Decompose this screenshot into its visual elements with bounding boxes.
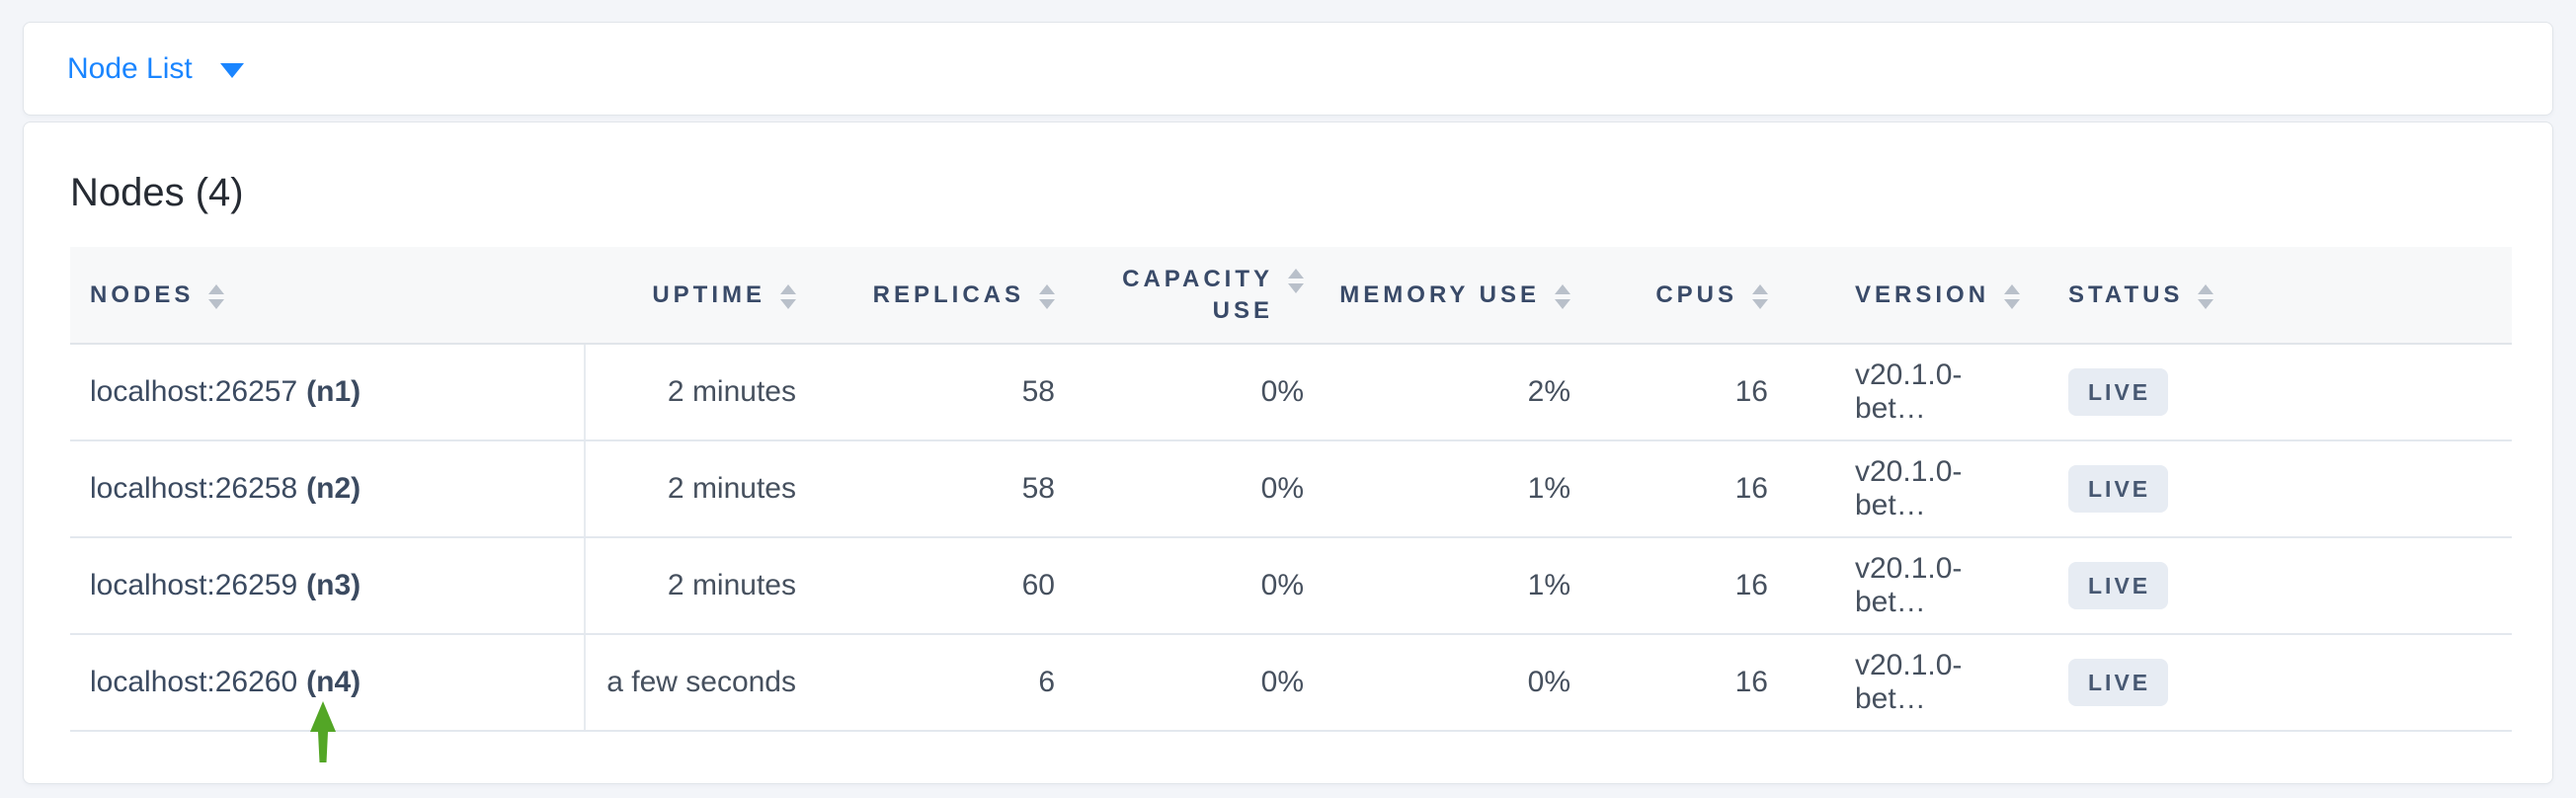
version-cell: v20.1.0-bet…	[1796, 537, 2025, 635]
cpus-cell: 16	[1598, 634, 1796, 732]
replicas-cell: 60	[824, 537, 1083, 635]
node-id: (n4)	[306, 666, 362, 698]
view-selector-label: Node List	[67, 51, 193, 85]
memory-use-cell: 1%	[1331, 537, 1598, 635]
sort-arrows-icon	[1039, 283, 1055, 309]
uptime-cell: 2 minutes	[585, 537, 824, 635]
version-cell: v20.1.0-bet…	[1796, 344, 2025, 441]
sort-arrows-icon	[1555, 283, 1570, 309]
column-header-nodes[interactable]: NODES	[70, 247, 585, 345]
cpus-cell: 16	[1598, 440, 1796, 538]
cpus-cell: 16	[1598, 537, 1796, 635]
status-cell: LIVE	[2025, 634, 2512, 732]
sort-arrows-icon	[2004, 283, 2021, 309]
capacity-use-cell: 0%	[1083, 634, 1331, 732]
column-header-cpus[interactable]: CPUS	[1598, 247, 1796, 345]
replicas-cell: 58	[824, 440, 1083, 538]
nodes-panel: Nodes (4) NODES UPTIME	[23, 121, 2553, 784]
column-header-memory-use[interactable]: MEMORY USE	[1331, 247, 1598, 345]
memory-use-cell: 2%	[1331, 344, 1598, 441]
sort-arrows-icon	[1752, 283, 1768, 309]
capacity-use-cell: 0%	[1083, 440, 1331, 538]
capacity-use-cell: 0%	[1083, 537, 1331, 635]
table-header-row: NODES UPTIME REPLICAS	[70, 247, 2512, 345]
table-row-node-1: localhost:26257 (n1) 2 minutes 58 0% 2% 1…	[70, 344, 2512, 441]
node-address-cell[interactable]: localhost:26257 (n1)	[70, 344, 586, 441]
nav-bar: Node List	[23, 22, 2553, 116]
node-address-cell[interactable]: localhost:26259 (n3)	[70, 537, 586, 635]
status-badge: LIVE	[2068, 368, 2169, 416]
memory-use-cell: 1%	[1331, 440, 1598, 538]
column-header-capacity-use[interactable]: CAPACITY USE	[1083, 247, 1331, 345]
table-row-node-2: localhost:26258 (n2) 2 minutes 58 0% 1% 1…	[70, 440, 2512, 538]
column-header-version[interactable]: VERSION	[1796, 247, 2025, 345]
column-header-replicas[interactable]: REPLICAS	[824, 247, 1083, 345]
node-id: (n3)	[306, 569, 362, 601]
uptime-cell: 2 minutes	[585, 440, 824, 538]
replicas-cell: 58	[824, 344, 1083, 441]
node-id: (n1)	[306, 375, 362, 408]
capacity-use-cell: 0%	[1083, 344, 1331, 441]
sort-arrows-icon	[780, 283, 796, 309]
sort-arrows-icon	[1288, 268, 1304, 293]
table-row-node-3: localhost:26259 (n3) 2 minutes 60 0% 1% 1…	[70, 537, 2512, 635]
node-id: (n2)	[306, 472, 362, 505]
cpus-cell: 16	[1598, 344, 1796, 441]
status-cell: LIVE	[2025, 537, 2512, 635]
uptime-cell: a few seconds	[585, 634, 824, 732]
column-header-uptime[interactable]: UPTIME	[585, 247, 824, 345]
annotation-arrow-up-icon	[310, 701, 336, 762]
status-badge: LIVE	[2068, 465, 2169, 513]
caret-down-icon	[219, 63, 244, 78]
table-row-node-4: localhost:26260 (n4) a few seconds 6 0% 0…	[70, 634, 2512, 732]
memory-use-cell: 0%	[1331, 634, 1598, 732]
version-cell: v20.1.0-bet…	[1796, 634, 2025, 732]
version-cell: v20.1.0-bet…	[1796, 440, 2025, 538]
column-header-status[interactable]: STATUS	[2025, 247, 2512, 345]
page-title: Nodes (4)	[70, 171, 244, 214]
status-badge: LIVE	[2068, 562, 2169, 609]
status-cell: LIVE	[2025, 344, 2512, 441]
view-selector-dropdown[interactable]: Node List	[67, 51, 244, 85]
node-address-cell[interactable]: localhost:26258 (n2)	[70, 440, 586, 538]
status-cell: LIVE	[2025, 440, 2512, 538]
sort-arrows-icon	[208, 283, 225, 309]
node-list-table: NODES UPTIME REPLICAS	[70, 247, 2512, 732]
status-badge: LIVE	[2068, 659, 2169, 706]
replicas-cell: 6	[824, 634, 1083, 732]
sort-arrows-icon	[2198, 283, 2214, 309]
uptime-cell: 2 minutes	[585, 344, 824, 441]
